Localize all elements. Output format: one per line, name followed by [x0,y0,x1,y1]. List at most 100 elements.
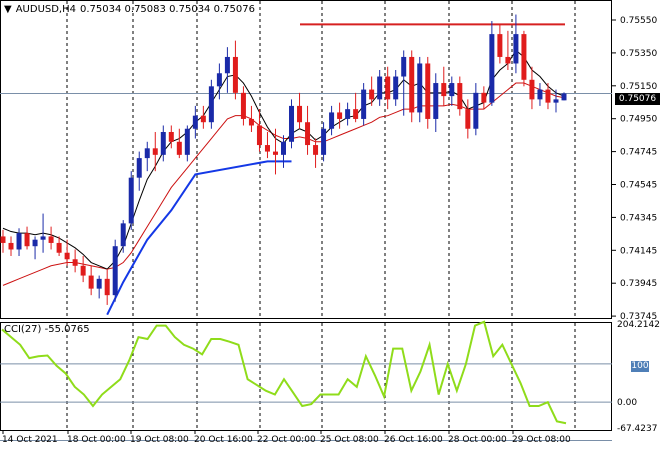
cci-tick-label: 204.2142 [617,320,660,330]
candle [176,128,182,159]
candle-body [329,112,335,129]
candle-body [465,109,471,129]
candle-body [64,252,70,260]
candle [425,56,431,129]
triangle-down-icon[interactable]: ▼ [4,4,12,15]
candle [152,132,158,172]
candle-body [56,242,62,253]
cci-line [1,320,567,425]
candle-body [385,76,391,100]
candle [72,249,78,273]
candle [465,99,471,139]
candle [144,141,150,172]
candle-body [361,89,367,119]
candle-body [425,63,431,119]
time-tick-label: 18 Oct 00:00 [67,435,126,445]
price-tick-label: 0.74545 [620,181,657,191]
candle [337,102,343,129]
candle-body [72,259,78,266]
candle [216,63,222,100]
candle-body [297,105,303,123]
candle [553,89,559,113]
candle [545,83,551,110]
candle-body [529,79,535,100]
candle [297,92,303,129]
candle [184,125,190,162]
candle-body [321,128,327,155]
candle [112,239,118,302]
candle [361,83,367,126]
candle [136,151,142,191]
candle-body [281,141,286,155]
cci-level-100-badge: 100 [631,361,649,372]
candle [521,30,527,87]
candle [345,102,351,126]
price-tick-label: 0.74745 [620,148,657,158]
candle-body [168,132,174,142]
slow-moving-average [2,82,565,286]
candle-body [176,141,182,155]
candle [409,50,415,123]
candle-body [264,145,270,152]
candle-body [88,275,94,289]
candle-body [16,233,22,250]
candle [281,135,286,168]
trailing-stop-path [106,160,292,316]
candle-body [152,148,158,155]
candle-body [505,56,511,64]
candle-body [473,92,479,129]
time-tick-label: 28 Oct 00:00 [448,435,507,445]
candle [0,229,6,253]
candle [16,228,22,256]
candle [24,226,30,250]
candle [385,66,391,110]
candle-body [561,93,567,101]
candle-body [224,56,230,74]
candle [104,269,110,305]
candle [433,73,439,132]
candle-body [200,115,206,123]
candle [88,265,94,296]
candle-body [369,89,375,100]
candle [256,109,262,152]
axes: 0.75550 0.75350 0.75150 0.74950 0.74745 0.745… [2,16,660,445]
candle-body [305,122,311,146]
candle [497,24,503,64]
candle [401,50,407,116]
candle [313,138,319,168]
candle [272,128,278,175]
candle-body [32,239,38,247]
candle [353,92,359,123]
candle [305,105,311,155]
candle [393,70,399,106]
candle-body [136,158,142,178]
candle [264,132,270,159]
candle-body [313,145,319,155]
candle [513,14,519,74]
candle [449,76,455,106]
candle [168,125,174,149]
candle-body [24,233,30,247]
candle-body [449,83,455,97]
candle-body [192,115,198,129]
price-tick-label: 0.75150 [620,82,657,92]
candle [48,226,54,250]
candle-body [40,236,46,240]
current-price-tag: 0.75076 [615,93,660,105]
candle-body [457,83,463,110]
trailing-stop-line [106,160,292,316]
price-tick-label: 0.74345 [620,213,657,223]
candle-body [393,76,399,100]
candle [321,122,327,162]
time-tick-label: 25 Oct 08:00 [320,435,379,445]
candle-body [497,34,503,57]
candle [505,30,511,70]
candle-body [48,236,54,243]
candle [537,83,543,106]
cci-tick-label: 0.00 [617,398,637,408]
time-tick-label: 19 Oct 08:00 [130,435,189,445]
candle-body [377,76,383,100]
candle-body [104,278,110,296]
